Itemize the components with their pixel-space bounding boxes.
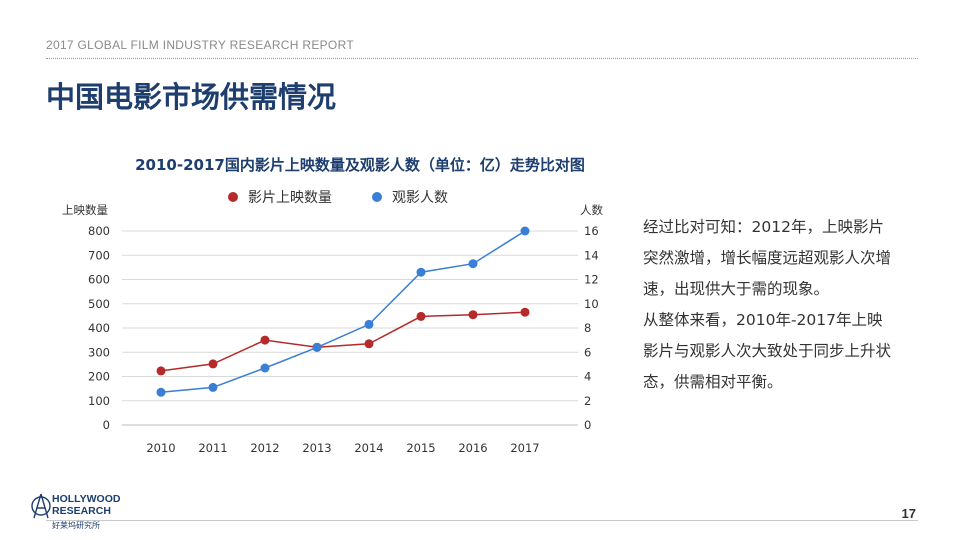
insight-paragraph-2: 从整体来看，2010年-2017年上映影片与观影人次大致处于同步上升状态，供需相… xyxy=(643,311,892,391)
legend-marker-1 xyxy=(228,192,238,202)
legend-label-1: 影片上映数量 xyxy=(248,190,332,206)
y-tick-label-right: 4 xyxy=(584,370,591,384)
legend-label-2: 观影人数 xyxy=(392,190,448,206)
y-tick-label-left: 400 xyxy=(88,321,110,335)
series-line-2 xyxy=(160,230,526,394)
data-point-series-1 xyxy=(468,310,478,320)
logo-name-line-2: RESEARCH xyxy=(52,505,111,517)
y-tick-label-left: 200 xyxy=(88,370,110,384)
logo: HOLLYWOOD RESEARCH 好莱坞研究所 xyxy=(30,488,150,536)
data-point-series-1 xyxy=(364,339,374,349)
x-tick-label: 2014 xyxy=(354,441,383,455)
data-point-series-2 xyxy=(520,226,530,236)
series-line-1 xyxy=(160,311,526,372)
x-tick-label: 2017 xyxy=(510,441,539,455)
y-tick-label-left: 0 xyxy=(103,418,110,432)
x-tick-label: 2011 xyxy=(198,441,227,455)
insight-paragraph-1: 经过比对可知：2012年，上映影片突然激增，增长幅度远超观影人次增速，出现供大于… xyxy=(643,218,892,298)
data-point-series-2 xyxy=(156,387,166,397)
data-point-series-2 xyxy=(468,259,478,269)
y-tick-label-right: 16 xyxy=(584,224,599,238)
data-point-series-1 xyxy=(156,366,166,376)
y-axis-label-left: 上映数量 xyxy=(62,203,108,217)
logo-name-line-1: HOLLYWOOD xyxy=(52,493,121,505)
data-point-series-2 xyxy=(312,342,322,352)
logo-name-cn: 好莱坞研究所 xyxy=(52,521,100,530)
y-tick-label-left: 700 xyxy=(88,248,110,262)
x-tick-label: 2012 xyxy=(250,441,279,455)
data-point-series-2 xyxy=(260,363,270,373)
logo-mark-icon xyxy=(31,493,51,519)
y-tick-label-left: 500 xyxy=(88,297,110,311)
y-tick-label-left: 300 xyxy=(88,345,110,359)
legend-marker-2 xyxy=(372,192,382,202)
data-point-series-1 xyxy=(416,311,426,321)
y-tick-label-right: 10 xyxy=(584,297,599,311)
data-point-series-2 xyxy=(364,319,374,329)
y-tick-label-left: 600 xyxy=(88,273,110,287)
data-point-series-2 xyxy=(416,267,426,277)
x-tick-label: 2016 xyxy=(458,441,487,455)
header-divider xyxy=(46,58,918,59)
x-tick-label: 2013 xyxy=(302,441,331,455)
report-name: 2017 GLOBAL FILM INDUSTRY RESEARCH REPOR… xyxy=(46,38,354,52)
y-tick-label-right: 6 xyxy=(584,345,591,359)
y-tick-label-left: 800 xyxy=(88,224,110,238)
page-title: 中国电影市场供需情况 xyxy=(46,80,337,114)
chart-title: 2010-2017国内影片上映数量及观影人数（单位：亿）走势比对图 xyxy=(135,156,585,174)
footer-divider xyxy=(46,520,918,521)
y-tick-label-right: 8 xyxy=(584,321,591,335)
data-point-series-2 xyxy=(208,382,218,392)
y-tick-label-left: 100 xyxy=(88,394,110,408)
x-tick-label: 2015 xyxy=(406,441,435,455)
y-tick-label-right: 14 xyxy=(584,248,599,262)
data-point-series-1 xyxy=(520,307,530,317)
insight-text: 经过比对可知：2012年，上映影片突然激增，增长幅度远超观影人次增速，出现供大于… xyxy=(643,212,893,398)
page-number: 17 xyxy=(901,506,916,521)
x-tick-label: 2010 xyxy=(146,441,175,455)
y-axis-label-right: 人数 xyxy=(580,203,603,217)
data-point-series-1 xyxy=(260,335,270,345)
y-tick-label-right: 12 xyxy=(584,273,599,287)
y-tick-label-right: 0 xyxy=(584,418,591,432)
data-point-series-1 xyxy=(208,359,218,369)
y-tick-label-right: 2 xyxy=(584,394,591,408)
